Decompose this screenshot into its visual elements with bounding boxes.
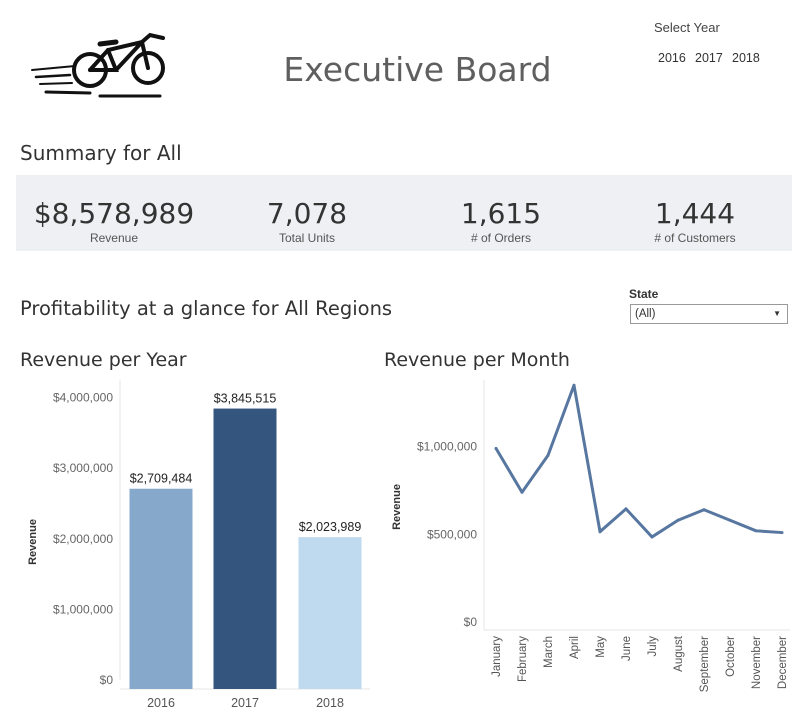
x-tick-label: 2018	[316, 696, 344, 710]
line-point	[624, 507, 628, 511]
kpi-customers: 1,444 # of Customers	[595, 197, 795, 245]
kpi-total-units: 7,078 Total Units	[207, 197, 407, 245]
x-tick-label: March	[543, 636, 555, 668]
line-point	[650, 535, 654, 539]
state-dropdown[interactable]: (All) ▼	[630, 304, 788, 324]
line-point	[572, 383, 576, 387]
kpi-value: 7,078	[266, 197, 348, 230]
x-tick-label: April	[569, 636, 581, 659]
profitability-title: Profitability at a glance for All Region…	[20, 297, 393, 320]
bar-data-label: $3,845,515	[214, 392, 277, 406]
kpi-revenue: $8,578,989 Revenue	[14, 197, 214, 245]
kpi-value: $8,578,989	[33, 197, 195, 230]
bar-data-label: $2,709,484	[130, 472, 193, 486]
kpi-label: # of Customers	[654, 231, 736, 245]
summary-title: Summary for All	[20, 141, 182, 165]
line-point	[676, 518, 680, 522]
line-point	[702, 508, 706, 512]
line-point	[754, 529, 758, 533]
x-tick-label: December	[777, 636, 789, 689]
revenue-per-year-chart: $0 $1,000,000 $2,000,000 $3,000,000 $4,000,0…	[27, 380, 370, 710]
year-filter-label: Select Year	[654, 20, 720, 35]
y-tick-label: $0	[100, 673, 114, 687]
dropdown-arrow-icon: ▼	[773, 309, 781, 318]
year-option-2017[interactable]: 2017	[695, 51, 723, 65]
line-point	[598, 530, 602, 534]
y-axis-title: Revenue	[391, 484, 403, 530]
kpi-value: 1,444	[654, 197, 736, 230]
y-tick-label: $3,000,000	[53, 461, 113, 475]
bar-2018	[298, 537, 362, 689]
x-tick-label: November	[751, 636, 763, 689]
kpi-label: Total Units	[278, 231, 336, 245]
kpi-label: # of Orders	[470, 231, 532, 245]
x-tick-label: August	[673, 635, 685, 672]
page-title: Executive Board	[283, 50, 552, 89]
x-tick-label: October	[725, 636, 737, 677]
y-tick-label: $1,000,000	[417, 440, 477, 454]
state-dropdown-value: (All)	[635, 308, 656, 320]
revenue-line	[494, 383, 783, 539]
x-tick-label: June	[621, 636, 633, 661]
revenue-per-month-title: Revenue per Month	[384, 349, 570, 371]
x-tick-label: 2016	[147, 696, 175, 710]
y-tick-label: $1,000,000	[53, 602, 113, 616]
kpi-label: Revenue	[89, 231, 139, 245]
y-axis-title: Revenue	[27, 519, 39, 565]
y-tick-label: $0	[464, 615, 478, 629]
x-tick-label: February	[517, 636, 529, 682]
year-option-2018[interactable]: 2018	[732, 51, 760, 65]
kpi-orders: 1,615 # of Orders	[401, 197, 601, 245]
x-tick-label: January	[491, 636, 503, 677]
kpi-value: 1,615	[460, 197, 542, 230]
year-option-2016[interactable]: 2016	[658, 51, 686, 65]
y-tick-label: $2,000,000	[53, 532, 113, 546]
line-point	[546, 453, 550, 457]
x-tick-label: May	[595, 636, 607, 658]
line-point	[780, 531, 784, 535]
revenue-per-month-chart: $0 $500,000 $1,000,000 Revenue January Februa…	[391, 380, 790, 692]
x-tick-label: July	[647, 636, 659, 657]
y-tick-label: $4,000,000	[53, 391, 113, 405]
bar-2016	[129, 488, 193, 689]
revenue-per-year-title: Revenue per Year	[20, 349, 187, 371]
line-point	[520, 490, 524, 494]
x-tick-label: September	[699, 636, 711, 692]
bicycle-logo-icon	[30, 30, 175, 105]
y-tick-label: $500,000	[427, 527, 477, 541]
line-point	[494, 446, 498, 450]
x-tick-label: 2017	[231, 696, 259, 710]
kpi-band: $8,578,989 Revenue 7,078 Total Units 1,6…	[16, 175, 792, 251]
state-filter-label: State	[629, 287, 659, 301]
bar-data-label: $2,023,989	[299, 520, 362, 534]
bar-2017	[213, 408, 277, 689]
line-point	[728, 518, 732, 522]
